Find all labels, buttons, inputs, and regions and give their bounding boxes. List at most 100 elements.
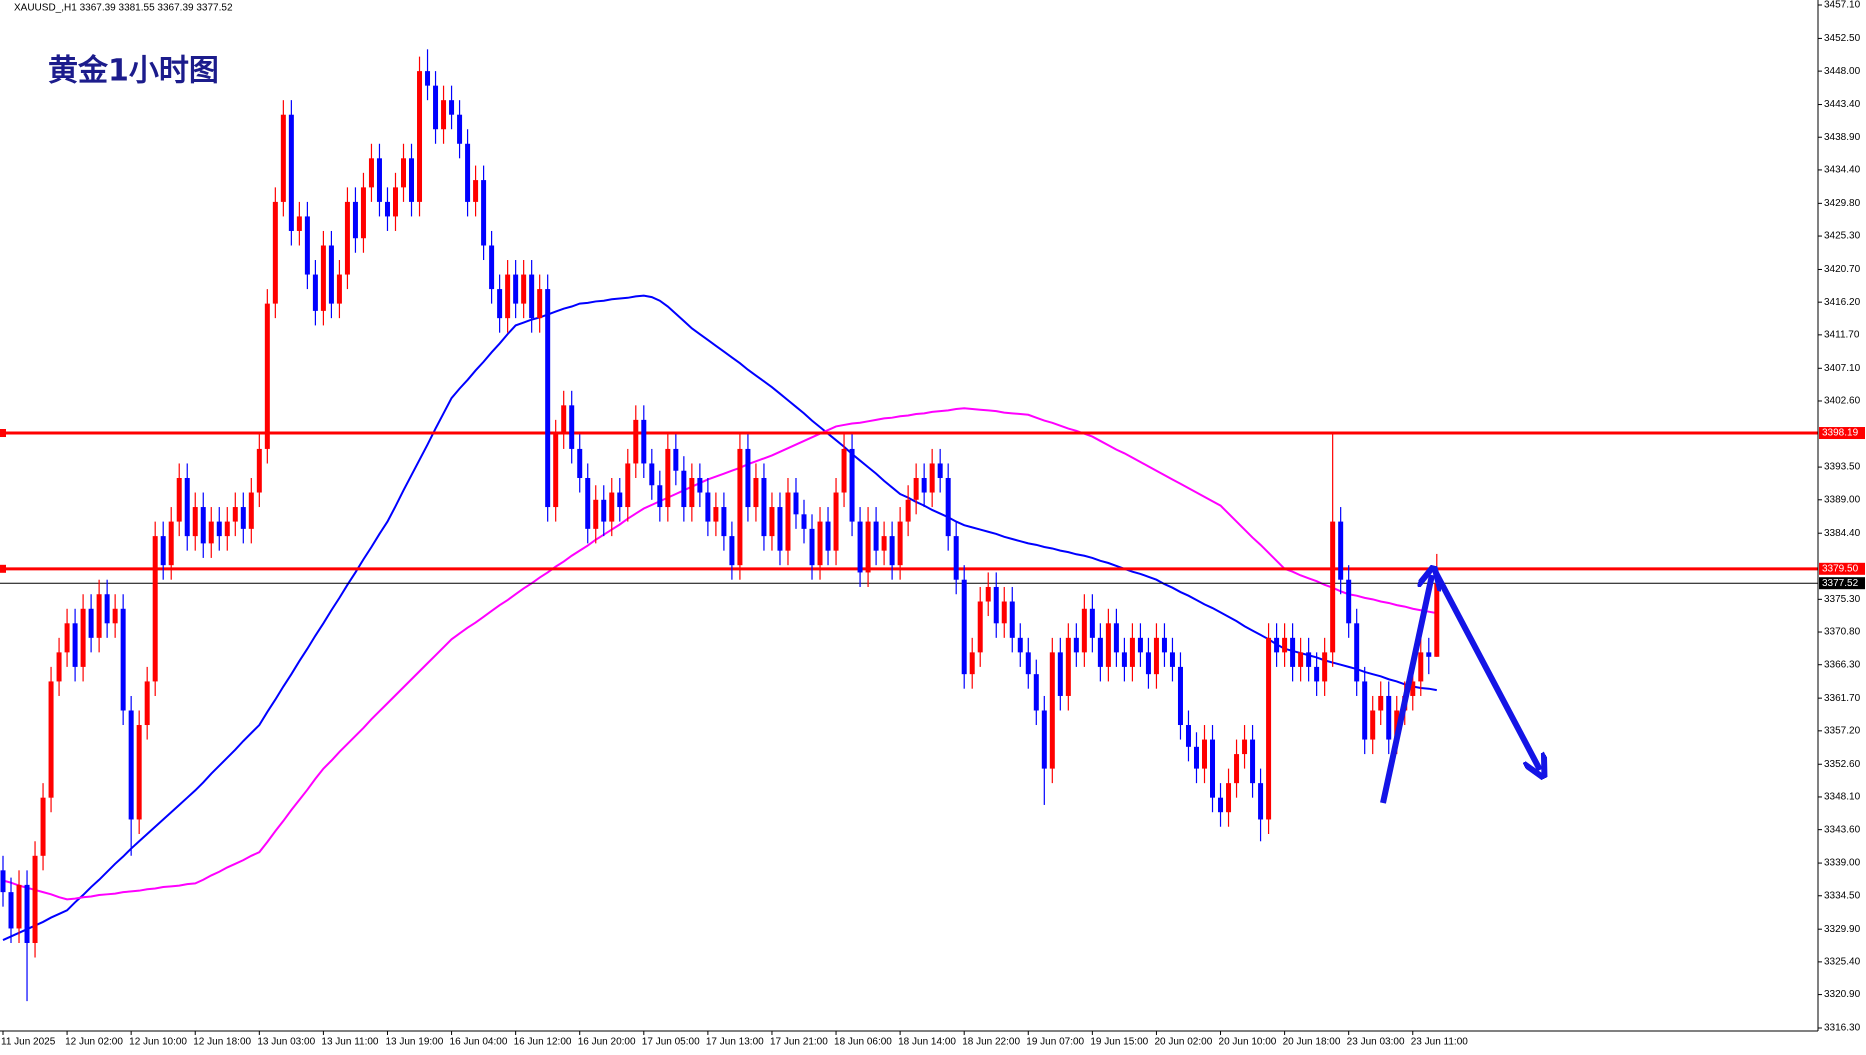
x-tick-label: 23 Jun 11:00 [1411, 1037, 1469, 1048]
candle-body [384, 201, 390, 217]
moving-average-line [2, 294, 1437, 942]
candle-body [1282, 637, 1288, 653]
y-tick-label: 3361.70 [1824, 693, 1861, 704]
candle-body [785, 492, 791, 551]
candle-body [344, 201, 350, 275]
candle-body [1185, 725, 1191, 747]
candle-body [280, 114, 286, 202]
x-tick-label: 19 Jun 15:00 [1090, 1037, 1148, 1048]
candle-body [665, 448, 671, 508]
candle-body [24, 884, 30, 943]
candle-body [192, 507, 198, 537]
candle-body [1169, 652, 1175, 667]
candle-body [529, 274, 535, 319]
y-tick-label: 3434.40 [1824, 165, 1861, 176]
y-tick-label: 3438.90 [1824, 132, 1861, 143]
y-tick-label: 3420.70 [1824, 264, 1861, 275]
candle-body [1017, 637, 1023, 653]
candle-body [1161, 637, 1167, 653]
x-tick-label: 13 Jun 19:00 [385, 1037, 443, 1048]
x-tick-label: 18 Jun 14:00 [898, 1037, 956, 1048]
candle-body [296, 216, 302, 231]
candle-body [889, 536, 895, 566]
candle-body [705, 492, 711, 522]
candle-body [1338, 521, 1344, 580]
candle-body [80, 608, 86, 667]
annotation-arrows [1380, 573, 1540, 804]
candle-body [120, 608, 126, 711]
candle-body [1049, 652, 1055, 769]
price-level-handle [0, 564, 6, 573]
candle-body [1330, 521, 1336, 653]
candle-body [376, 158, 382, 202]
candle-body [793, 492, 799, 515]
candle-body [489, 245, 495, 290]
candle-body [1434, 583, 1440, 657]
candle-body [1145, 652, 1151, 675]
candle-body [401, 158, 406, 188]
candle-body [561, 405, 567, 435]
price-level-label: 3398.19 [1822, 428, 1859, 439]
y-tick-label: 3370.80 [1824, 627, 1861, 638]
candle-body [288, 114, 294, 231]
x-tick-label: 17 Jun 21:00 [770, 1037, 828, 1048]
candle-body [601, 499, 607, 522]
y-tick-label: 3366.30 [1824, 659, 1861, 670]
candle-body [392, 187, 398, 217]
price-level-box [1819, 427, 1865, 440]
candle-body [1314, 666, 1320, 682]
symbol-info: XAUUSD_,H1 3367.39 3381.55 3367.39 3377.… [14, 3, 233, 14]
y-tick-label: 3457.10 [1824, 0, 1861, 11]
candle-body [993, 586, 999, 624]
candle-body [721, 507, 727, 537]
moving-averages [2, 294, 1437, 942]
candle-body [553, 434, 559, 508]
x-tick-label: 16 Jun 04:00 [450, 1037, 508, 1048]
candle-body [1250, 739, 1256, 784]
candle-body [1378, 695, 1384, 711]
x-tick-label: 13 Jun 11:00 [321, 1037, 379, 1048]
candle-body [433, 85, 439, 130]
x-tick-label: 20 Jun 02:00 [1154, 1037, 1212, 1048]
candle-body [1177, 666, 1183, 726]
y-tick-label: 3384.40 [1824, 528, 1861, 539]
y-tick-label: 3425.30 [1824, 231, 1861, 242]
candle-body [1210, 739, 1216, 798]
y-tick-label: 3348.10 [1824, 792, 1861, 803]
x-tick-label: 12 Jun 02:00 [65, 1037, 123, 1048]
y-tick-label: 3329.90 [1824, 924, 1861, 935]
candle-body [1322, 652, 1328, 682]
candle-body [72, 623, 78, 667]
candle-body [729, 536, 735, 566]
candle-body [1033, 674, 1039, 711]
x-tick-label: 18 Jun 22:00 [962, 1037, 1020, 1048]
x-tick-label: 20 Jun 10:00 [1219, 1037, 1277, 1048]
candle-body [1306, 652, 1312, 667]
y-tick-label: 3320.90 [1824, 989, 1861, 1000]
x-tick-label: 16 Jun 12:00 [514, 1037, 572, 1048]
candle-body [352, 201, 358, 239]
candle-body [753, 477, 759, 508]
candle-body [881, 536, 887, 551]
candle-body [256, 448, 262, 493]
candle-body [1418, 652, 1424, 682]
candle-body [633, 419, 639, 464]
candle-body [1025, 652, 1031, 675]
candle-body [945, 477, 951, 537]
candle-body [913, 477, 919, 500]
candle-body [905, 499, 911, 522]
y-tick-label: 3429.80 [1824, 198, 1861, 209]
candle-body [168, 521, 174, 566]
candle-body [1137, 637, 1143, 653]
y-tick-label: 3407.10 [1824, 363, 1861, 374]
candle-body [8, 892, 14, 929]
candle-body [360, 187, 366, 239]
candle-body [1426, 652, 1432, 657]
candle-body [232, 507, 238, 522]
y-tick-label: 3448.00 [1824, 66, 1861, 77]
candle-body [481, 180, 487, 246]
candle-body [1386, 695, 1392, 740]
candle-body [801, 514, 807, 529]
candle-body [216, 521, 222, 537]
candle-body [1410, 681, 1416, 696]
